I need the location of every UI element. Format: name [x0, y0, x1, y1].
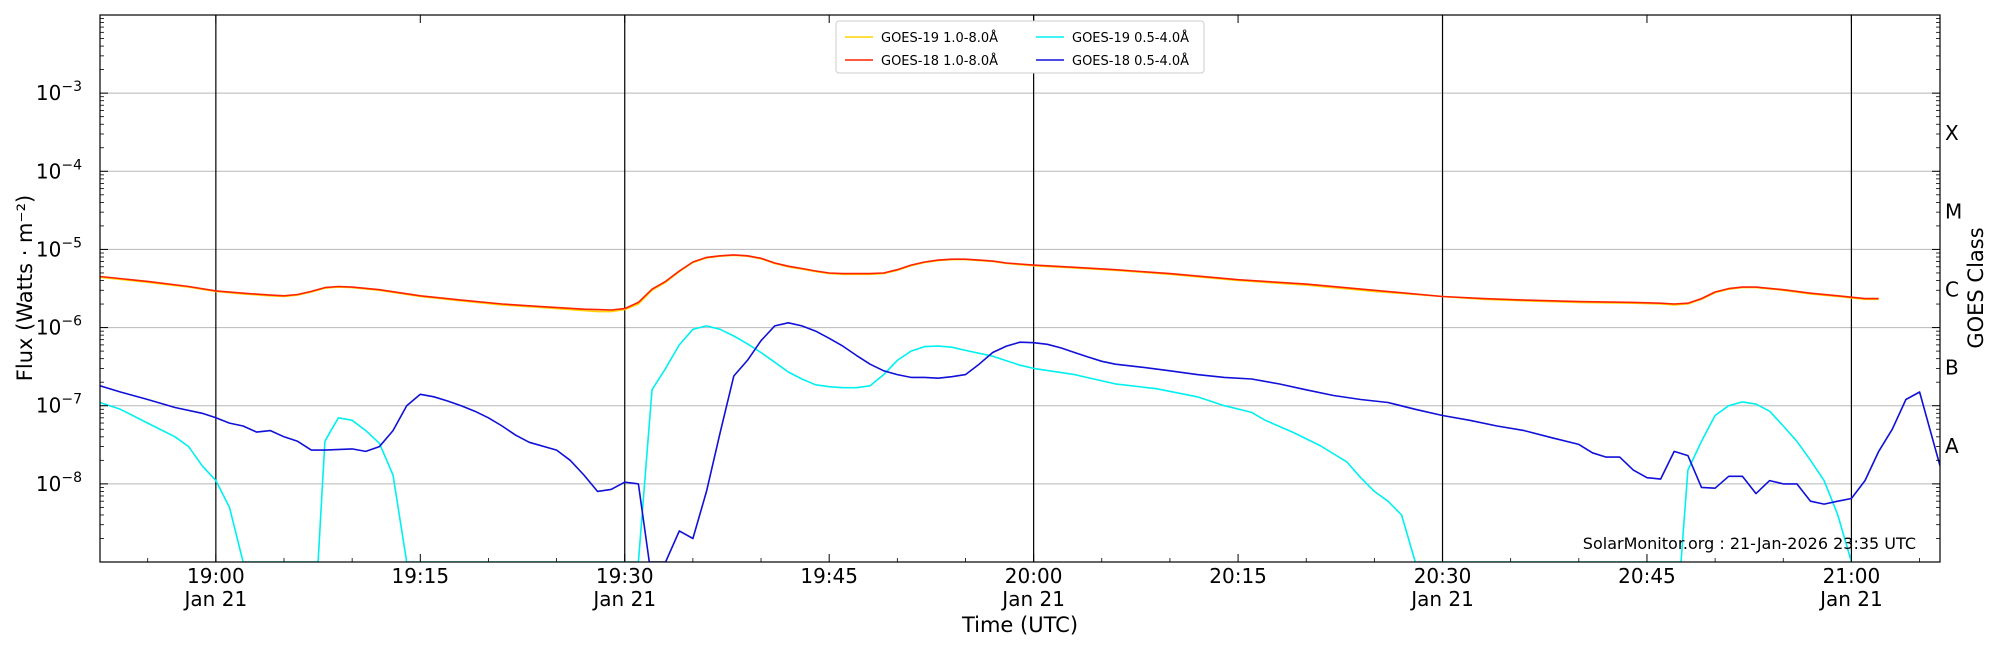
plot-frame [99, 14, 1941, 563]
x-tick-date-label: Jan 21 [1409, 587, 1474, 611]
x-tick-date-label: Jan 21 [183, 587, 248, 611]
day-vertical-lines [215, 15, 1853, 562]
x-tick-time-label: 19:45 [800, 564, 858, 588]
goes-class-label: B [1945, 356, 1959, 380]
x-tick-time-label: 20:30 [1414, 564, 1472, 588]
legend-label: GOES-19 0.5-4.0Å [1072, 30, 1189, 46]
goes-class-label: X [1945, 121, 1959, 145]
x-tick-time-label: 20:45 [1618, 564, 1676, 588]
series-line-2 [100, 254, 1879, 311]
x-tick-date-label: Jan 21 [591, 587, 656, 611]
x-axis-title: Time (UTC) [961, 613, 1078, 637]
y-axis-title: Flux (Watts · m⁻²) [13, 195, 37, 381]
x-tick-time-label: 19:00 [187, 564, 245, 588]
y-tick-label: 10−5 [36, 235, 82, 261]
axis-ticks [100, 15, 1940, 562]
y-tick-label: 10−3 [36, 79, 82, 105]
y-tick-label: 10−4 [36, 157, 82, 183]
series-line-3 [100, 325, 1853, 562]
goes-class-axis-title: GOES Class [1964, 227, 1988, 348]
y-tick-label: 10−8 [36, 470, 82, 496]
credit-text: SolarMonitor.org : 21-Jan-2026 23:35 UTC [1583, 534, 1916, 553]
x-tick-time-label: 19:15 [391, 564, 449, 588]
series-line-4 [100, 322, 1940, 562]
series-lines [100, 254, 1940, 562]
y-tick-label: 10−7 [36, 392, 82, 418]
x-tick-time-label: 20:00 [1005, 564, 1063, 588]
legend-box [835, 20, 1205, 74]
y-tick-label: 10−6 [36, 314, 82, 340]
legend-label: GOES-18 1.0-8.0Å [881, 53, 998, 69]
legend-label: GOES-19 1.0-8.0Å [881, 30, 998, 46]
goes-class-label: A [1945, 434, 1959, 458]
x-tick-time-label: 21:00 [1823, 564, 1881, 588]
legend-label: GOES-18 0.5-4.0Å [1072, 53, 1189, 69]
x-tick-date-label: Jan 21 [1000, 587, 1065, 611]
x-tick-time-label: 19:30 [596, 564, 654, 588]
x-tick-time-label: 20:15 [1209, 564, 1267, 588]
x-tick-date-label: Jan 21 [1818, 587, 1883, 611]
legend: GOES-19 1.0-8.0Å GOES-18 1.0-8.0Å GOES-19 … [835, 20, 1205, 74]
goes-class-label: C [1945, 278, 1959, 302]
goes-class-label: M [1945, 199, 1962, 223]
